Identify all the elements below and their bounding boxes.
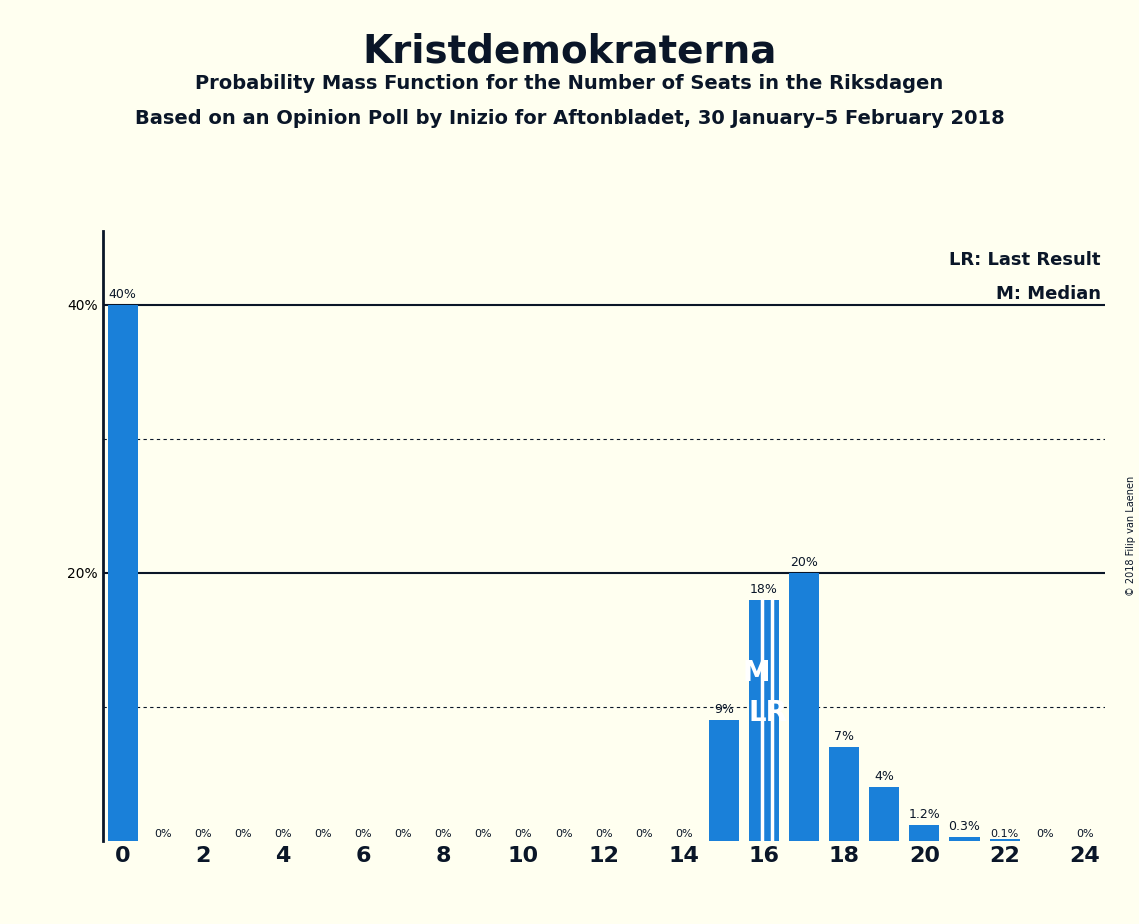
Text: 7%: 7%	[834, 730, 854, 743]
Text: 40%: 40%	[108, 287, 137, 300]
Text: 0%: 0%	[475, 830, 492, 840]
Text: 0%: 0%	[233, 830, 252, 840]
Text: 0%: 0%	[1035, 830, 1054, 840]
Bar	[950, 837, 980, 841]
Text: 0%: 0%	[515, 830, 532, 840]
Text: LR: Last Result: LR: Last Result	[949, 251, 1100, 270]
Text: 0%: 0%	[555, 830, 573, 840]
Text: 0%: 0%	[1076, 830, 1093, 840]
Text: 0.3%: 0.3%	[949, 820, 981, 833]
Bar	[789, 573, 819, 841]
Text: Kristdemokraterna: Kristdemokraterna	[362, 32, 777, 70]
Text: 0%: 0%	[194, 830, 212, 840]
Text: LR: LR	[748, 699, 787, 727]
Bar	[869, 787, 900, 841]
Bar	[829, 747, 859, 841]
Text: 20%: 20%	[790, 555, 818, 569]
Text: M: M	[743, 659, 770, 687]
Text: Based on an Opinion Poll by Inizio for Aftonbladet, 30 January–5 February 2018: Based on an Opinion Poll by Inizio for A…	[134, 109, 1005, 128]
Text: 0%: 0%	[675, 830, 693, 840]
Bar	[749, 600, 779, 841]
Text: 0%: 0%	[274, 830, 292, 840]
Text: © 2018 Filip van Laenen: © 2018 Filip van Laenen	[1126, 476, 1136, 596]
Bar	[990, 840, 1019, 841]
Bar	[708, 720, 739, 841]
Bar	[909, 825, 940, 841]
Text: 0%: 0%	[434, 830, 452, 840]
Text: 0.1%: 0.1%	[991, 830, 1018, 840]
Text: Probability Mass Function for the Number of Seats in the Riksdagen: Probability Mass Function for the Number…	[196, 74, 943, 93]
Text: 0%: 0%	[394, 830, 412, 840]
Text: 0%: 0%	[595, 830, 613, 840]
Text: 9%: 9%	[714, 703, 734, 716]
Bar	[107, 305, 138, 841]
Text: 0%: 0%	[634, 830, 653, 840]
Text: 4%: 4%	[875, 771, 894, 784]
Text: 0%: 0%	[354, 830, 372, 840]
Text: 18%: 18%	[751, 582, 778, 596]
Text: M: Median: M: Median	[995, 285, 1100, 303]
Text: 0%: 0%	[314, 830, 331, 840]
Text: 0%: 0%	[154, 830, 172, 840]
Text: 1.2%: 1.2%	[909, 808, 941, 821]
